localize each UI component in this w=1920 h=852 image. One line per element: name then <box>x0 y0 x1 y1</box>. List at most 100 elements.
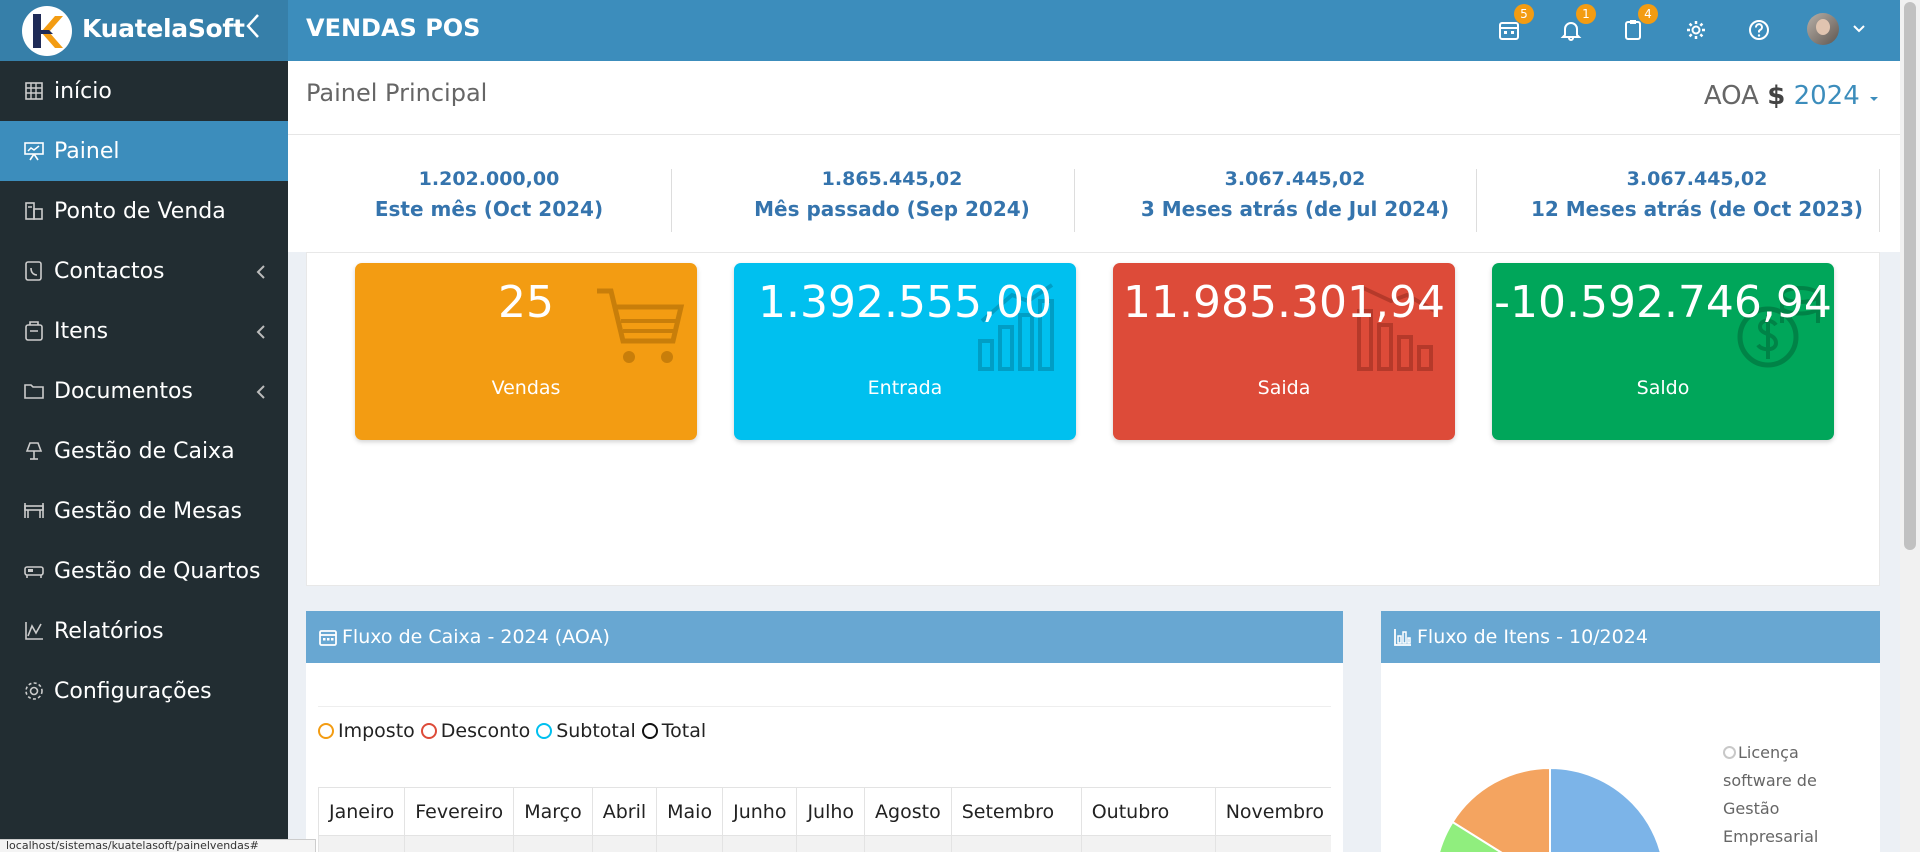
legend-item-subtotal[interactable]: Subtotal <box>536 720 636 742</box>
pie-slice-3[interactable] <box>1435 820 1550 852</box>
pie-legend-label[interactable]: Licença software de Gestão Empresarial <box>1723 743 1819 846</box>
stat-this-month: 1.202.000,00 Este mês (Oct 2024) <box>288 168 690 221</box>
sidebar-item-label: Ponto de Venda <box>54 198 226 224</box>
content-header: Painel Principal AOA $ 2024 <box>288 61 1900 135</box>
stat-label: Mês passado (Sep 2024) <box>754 197 1030 221</box>
stat-value: 3.067.445,02 <box>1626 168 1768 190</box>
sidebar-item-label: Painel <box>54 138 120 164</box>
card-vendas[interactable]: 25 Vendas <box>355 263 697 440</box>
stat-label: 12 Meses atrás (de Oct 2023) <box>1530 197 1864 221</box>
stat-label: Este mês (Oct 2024) <box>374 197 604 221</box>
sidebar: início Painel Ponto de Venda Contactos I… <box>0 61 288 852</box>
legend-item-imposto[interactable]: Imposto <box>318 720 415 742</box>
legend-marker <box>1723 746 1736 759</box>
brand-name: KuatelaSoft <box>82 14 245 43</box>
sidebar-item-contactos[interactable]: Contactos <box>0 241 288 301</box>
page-scrollbar[interactable] <box>1900 0 1920 852</box>
sidebar-item-ponto-de-venda[interactable]: Ponto de Venda <box>0 181 288 241</box>
notification-badge: 4 <box>1638 4 1658 24</box>
chevron-left-icon <box>256 381 266 406</box>
sidebar-item-label: Relatórios <box>54 618 164 644</box>
caret-down-icon <box>1868 81 1880 111</box>
chart-down-icon <box>1357 285 1436 371</box>
logo-area[interactable]: KuatelaSoft <box>0 0 288 61</box>
sidebar-item-gestao-de-mesas[interactable]: Gestão de Mesas <box>0 481 288 541</box>
items-icon <box>23 320 45 342</box>
stat-value: 3.067.445,02 <box>1224 168 1366 190</box>
month-header: Outubro <box>1080 787 1216 836</box>
sidebar-item-label: início <box>54 78 112 104</box>
pie-slice-2[interactable] <box>1451 766 1551 852</box>
sidebar-item-relatorios[interactable]: Relatórios <box>0 601 288 661</box>
app-title: VENDAS POS <box>306 14 481 42</box>
card-value: 25 <box>498 277 554 328</box>
card-entrada[interactable]: 1.392.555,00 Entrada <box>734 263 1076 440</box>
stat-12-months: 3.067.445,02 12 Meses atrás (de Oct 2023… <box>1496 168 1898 221</box>
chevron-left-icon[interactable] <box>246 13 260 44</box>
grid-icon <box>23 80 45 102</box>
table-icon <box>23 500 45 522</box>
presentation-icon <box>23 140 45 162</box>
card-value: 11.985.301,94 <box>1123 277 1445 328</box>
month-header: Novembro <box>1214 787 1331 836</box>
clipboard-icon[interactable]: 4 <box>1616 4 1658 47</box>
cashflow-table-wrap: Janeiro Fevereiro Março Abril Maio Junho… <box>318 787 1331 852</box>
folder-icon <box>23 380 45 402</box>
sidebar-item-label: Documentos <box>54 378 193 404</box>
month-header: Agosto <box>864 787 952 836</box>
chevron-down-icon[interactable] <box>1852 16 1866 46</box>
currency-symbol: $ <box>1767 81 1786 111</box>
sidebar-item-label: Gestão de Mesas <box>54 498 243 524</box>
currency-code: AOA <box>1703 81 1759 111</box>
help-icon[interactable] <box>1742 13 1776 47</box>
month-header: Junho <box>722 787 798 836</box>
card-label: Entrada <box>867 377 943 399</box>
top-navbar: KuatelaSoft VENDAS POS 5 1 4 <box>0 0 1900 61</box>
panel-title: Fluxo de Itens - 10/2024 <box>1417 626 1648 648</box>
stat-value: 1.865.445,02 <box>821 168 963 190</box>
card-saldo[interactable]: -10.592.746,94 Saldo <box>1492 263 1834 440</box>
page-title: Painel Principal <box>306 79 488 107</box>
sidebar-item-gestao-de-caixa[interactable]: Gestão de Caixa <box>0 421 288 481</box>
summary-cards: 25 Vendas 1.392.555,00 Entrada 11.985.30… <box>306 252 1880 586</box>
notification-badge: 5 <box>1514 4 1534 24</box>
panel-title: Fluxo de Caixa - 2024 (AOA) <box>342 626 610 648</box>
month-header: Fevereiro <box>404 787 515 836</box>
sidebar-item-configuracoes[interactable]: Configurações <box>0 661 288 721</box>
stat-value: 1.202.000,00 <box>418 168 560 190</box>
sidebar-item-label: Itens <box>54 318 109 344</box>
card-label: Saldo <box>1636 377 1690 399</box>
sidebar-item-label: Configurações <box>54 678 212 704</box>
legend-item-total[interactable]: Total <box>641 720 706 742</box>
sidebar-item-itens[interactable]: Itens <box>0 301 288 361</box>
card-saida[interactable]: 11.985.301,94 Saida <box>1113 263 1455 440</box>
stat-label: 3 Meses atrás (de Jul 2024) <box>1140 197 1450 221</box>
scrollbar-thumb[interactable] <box>1904 2 1916 550</box>
pie-legend: Licença software de Gestão Empresarial <box>1723 739 1843 851</box>
bell-icon[interactable]: 1 <box>1554 4 1596 47</box>
notification-badge: 1 <box>1576 4 1596 24</box>
cashflow-table: Janeiro Fevereiro Março Abril Maio Junho… <box>318 787 1331 852</box>
gear-icon <box>23 680 45 702</box>
currency-year-select[interactable]: AOA $ 2024 <box>1704 81 1880 111</box>
pie-slice-1[interactable] <box>1549 766 1665 852</box>
sidebar-item-documentos[interactable]: Documentos <box>0 361 288 421</box>
sidebar-item-painel[interactable]: Painel <box>0 121 288 181</box>
pos-icon <box>23 200 45 222</box>
cart-icon <box>597 288 685 363</box>
month-header: Julho <box>796 787 866 836</box>
calendar-icon[interactable]: 5 <box>1492 4 1534 47</box>
sidebar-item-label: Contactos <box>54 258 165 284</box>
cashflow-panel-header: Fluxo de Caixa - 2024 (AOA) <box>306 611 1343 663</box>
sidebar-item-gestao-de-quartos[interactable]: Gestão de Quartos <box>0 541 288 601</box>
table-header-row: Janeiro Fevereiro Março Abril Maio Junho… <box>318 787 1331 836</box>
month-header: Março <box>513 787 593 836</box>
user-avatar[interactable] <box>1807 13 1839 45</box>
sidebar-item-inicio[interactable]: início <box>0 61 288 121</box>
gear-icon[interactable] <box>1679 13 1713 47</box>
legend-item-desconto[interactable]: Desconto <box>420 720 530 742</box>
sidebar-item-label: Gestão de Quartos <box>54 558 261 584</box>
table-row <box>318 835 1331 852</box>
period-stats: 1.202.000,00 Este mês (Oct 2024) 1.865.4… <box>288 135 1900 252</box>
card-label: Saida <box>1257 377 1311 399</box>
